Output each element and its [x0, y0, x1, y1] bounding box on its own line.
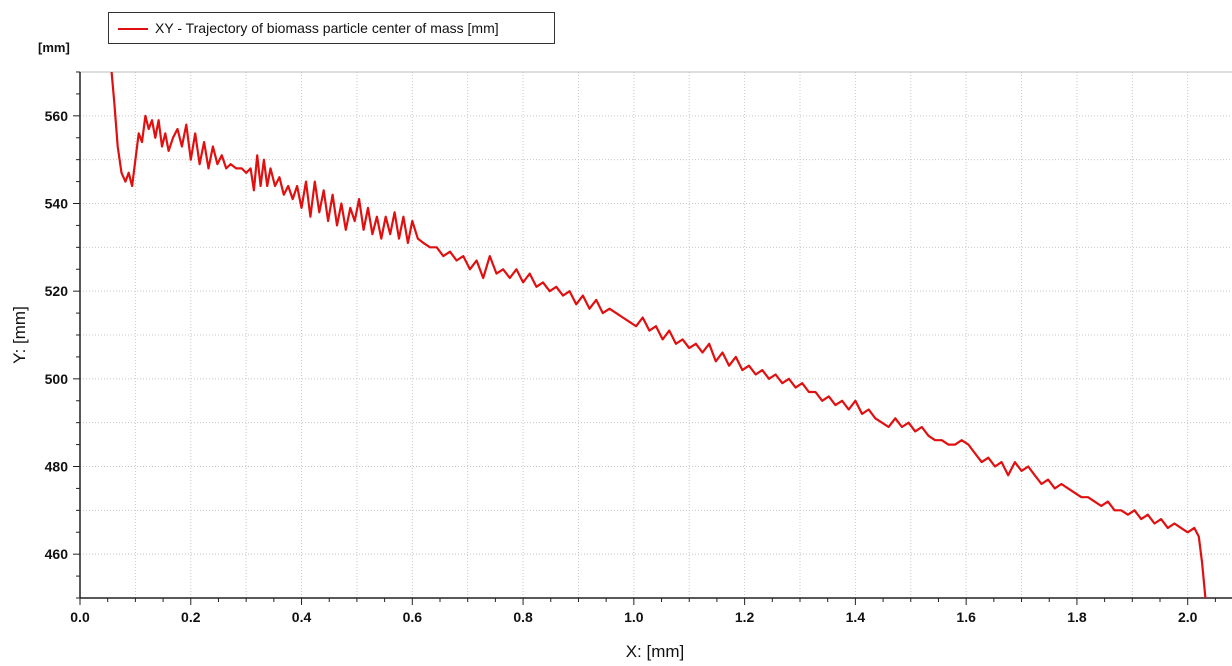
x-tick-label: 0.0 [70, 609, 90, 625]
series-line [110, 71, 1207, 598]
x-tick-label: 0.2 [181, 609, 201, 625]
y-tick-label: 460 [45, 546, 69, 562]
x-tick-label: 2.0 [1178, 609, 1198, 625]
y-axis-unit-label: [mm] [38, 40, 70, 55]
x-axis-title: X: [mm] [625, 642, 685, 661]
x-tick-label: 1.8 [1067, 609, 1087, 625]
x-tick-label: 1.4 [846, 609, 866, 625]
x-tick-label: 1.6 [956, 609, 976, 625]
y-tick-label: 480 [45, 459, 69, 475]
y-tick-label: 500 [45, 371, 69, 387]
y-tick-label: 540 [45, 196, 69, 212]
y-tick-label: 560 [45, 108, 69, 124]
legend: XY - Trajectory of biomass particle cent… [108, 12, 555, 44]
x-tick-label: 1.2 [735, 609, 755, 625]
x-tick-label: 0.6 [403, 609, 423, 625]
y-tick-label: 520 [45, 283, 69, 299]
legend-label: XY - Trajectory of biomass particle cent… [155, 20, 499, 36]
x-tick-label: 0.8 [513, 609, 533, 625]
x-tick-label: 1.0 [624, 609, 644, 625]
legend-swatch [118, 28, 148, 30]
x-tick-label: 0.4 [292, 609, 312, 625]
